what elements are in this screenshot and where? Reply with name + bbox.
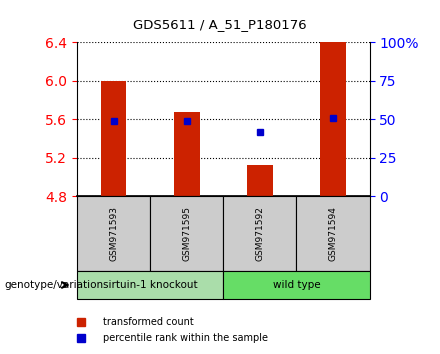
- Text: percentile rank within the sample: percentile rank within the sample: [103, 333, 268, 343]
- Bar: [320, 42, 346, 196]
- Bar: [101, 81, 126, 196]
- Text: wild type: wild type: [273, 280, 320, 290]
- Text: sirtuin-1 knockout: sirtuin-1 knockout: [103, 280, 198, 290]
- Bar: [174, 112, 199, 196]
- Bar: [247, 165, 273, 196]
- Text: GSM971594: GSM971594: [329, 206, 337, 261]
- Text: transformed count: transformed count: [103, 317, 194, 327]
- Text: genotype/variation: genotype/variation: [4, 280, 103, 290]
- Text: GSM971592: GSM971592: [255, 206, 264, 261]
- Text: GSM971595: GSM971595: [182, 206, 191, 261]
- Text: GSM971593: GSM971593: [109, 206, 118, 261]
- Text: GDS5611 / A_51_P180176: GDS5611 / A_51_P180176: [133, 18, 307, 31]
